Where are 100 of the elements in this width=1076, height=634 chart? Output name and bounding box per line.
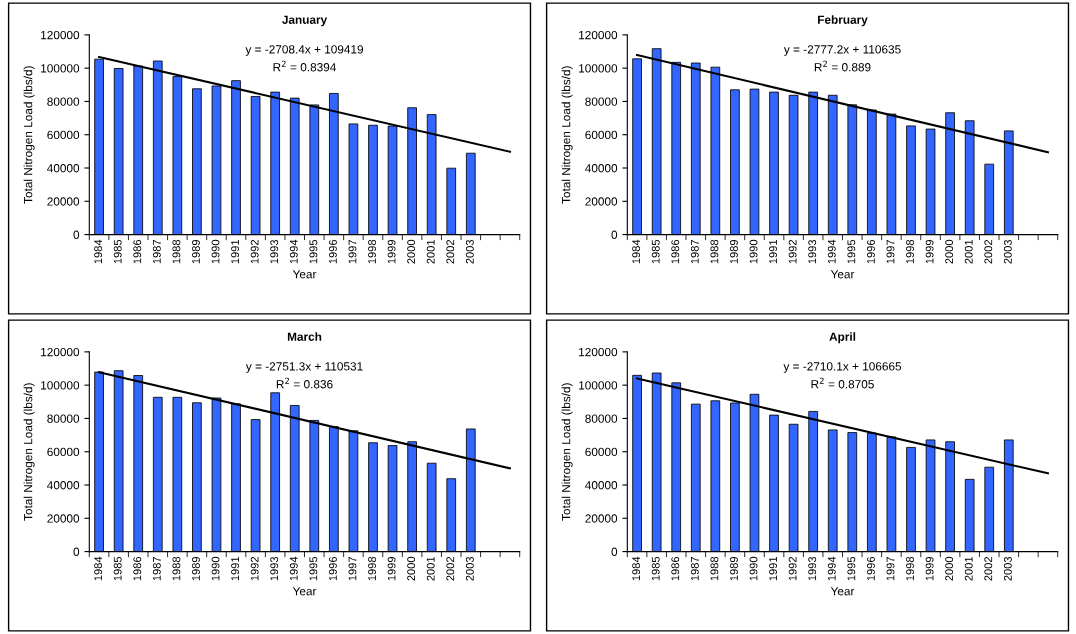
y-axis-title: Total Nitrogen Load (lbs/d) (23, 66, 35, 204)
x-tick-label: 1995 (847, 556, 856, 581)
x-tick-label: 2003 (1003, 556, 1012, 581)
x-tick-label: 1998 (906, 239, 914, 264)
y-tick-label: 60000 (585, 447, 618, 457)
x-tick-label: 1986 (133, 556, 142, 581)
y-tick-label: 80000 (585, 414, 618, 423)
x-tick-label: 1988 (172, 239, 181, 264)
x-tick-label: 1996 (866, 239, 875, 264)
x-tick-label: 1995 (309, 239, 318, 264)
x-tick-label: 1984 (94, 556, 103, 581)
x-tick-label: 1988 (172, 556, 181, 581)
x-tick-label: 1992 (788, 557, 797, 581)
x-tick-label: 1984 (632, 556, 641, 581)
x-tick-label: 1994 (827, 239, 836, 264)
y-tick-label: 120000 (41, 347, 80, 357)
y-tick-label: 120000 (579, 30, 618, 40)
y-tick-label: 40000 (585, 164, 618, 173)
x-tick-label: 1986 (671, 239, 680, 264)
y-tick-label: 0 (73, 230, 80, 239)
y-tick-label: 120000 (579, 347, 618, 357)
x-tick-label: 1999 (925, 556, 934, 581)
x-tick-label: 1993 (270, 556, 279, 581)
x-tick-label: 1996 (866, 556, 875, 581)
x-tick-label: 2003 (465, 239, 474, 264)
annotation: y = -2777.2x + 110635 (783, 45, 901, 56)
x-tick-label: 2001 (964, 239, 973, 264)
y-tick-label: 100000 (41, 381, 80, 390)
x-tick-label: 1990 (749, 556, 758, 581)
annotation: R$^{2}$ = 0.889 (814, 60, 871, 72)
chart-title: March (287, 332, 322, 341)
y-tick-label: 100000 (579, 381, 618, 390)
x-tick-label: 2000 (945, 239, 954, 264)
x-tick-label: 1987 (690, 240, 699, 264)
x-tick-label: 2001 (426, 239, 435, 264)
y-tick-label: 20000 (47, 514, 80, 523)
y-tick-label: 80000 (47, 97, 80, 106)
x-tick-label: 1991 (769, 239, 778, 264)
x-tick-label: 1999 (387, 556, 396, 581)
x-tick-label: 1989 (730, 556, 738, 581)
x-tick-label: 1987 (690, 557, 699, 581)
x-tick-label: 2003 (465, 556, 474, 581)
x-tick-label: 1985 (651, 556, 660, 581)
x-tick-label: 1990 (749, 239, 758, 264)
y-tick-label: 100000 (41, 64, 80, 73)
x-tick-label: 1996 (328, 239, 337, 264)
y-tick-label: 60000 (47, 447, 80, 457)
y-axis-title: Total Nitrogen Load (lbs/d) (561, 383, 573, 521)
x-tick-label: 1998 (906, 556, 914, 581)
chart-title: January (282, 15, 328, 27)
x-tick-label: 1986 (133, 239, 142, 264)
chart-title: April (829, 332, 856, 344)
x-tick-label: 1996 (328, 556, 337, 581)
x-tick-label: 1999 (925, 239, 934, 264)
x-tick-label: 1991 (231, 239, 240, 264)
x-tick-label: 1997 (348, 557, 357, 581)
x-axis-title: Year (292, 587, 317, 596)
y-tick-label: 80000 (47, 414, 80, 423)
x-tick-label: 1991 (231, 556, 240, 581)
annotation: y = -2708.4x + 109419 (245, 45, 364, 56)
x-tick-label: 1997 (348, 240, 357, 264)
annotation: y = -2710.1x + 106665 (783, 362, 902, 373)
chart-title: February (818, 15, 868, 27)
x-tick-label: 1992 (250, 557, 259, 581)
x-tick-label: 2002 (984, 240, 993, 264)
y-axis-title: Total Nitrogen Load (lbs/d) (23, 383, 35, 521)
x-tick-label: 1984 (94, 239, 103, 264)
x-tick-label: 1987 (152, 557, 161, 581)
y-tick-label: 0 (73, 547, 80, 556)
y-tick-label: 20000 (585, 197, 618, 206)
y-tick-label: 20000 (47, 197, 80, 206)
x-tick-label: 1998 (368, 239, 376, 264)
x-tick-label: 1995 (309, 556, 318, 581)
x-tick-label: 1997 (886, 240, 895, 264)
x-axis-title: Year (830, 587, 855, 596)
x-tick-label: 1987 (152, 240, 161, 264)
x-tick-label: 1990 (211, 556, 220, 581)
y-tick-label: 40000 (47, 481, 80, 490)
x-tick-label: 1998 (368, 556, 376, 581)
x-tick-label: 1994 (289, 556, 298, 581)
x-tick-label: 1985 (651, 239, 660, 264)
x-axis-title: Year (292, 270, 317, 279)
x-tick-label: 1984 (632, 239, 641, 264)
x-tick-label: 2001 (964, 556, 973, 581)
y-tick-label: 40000 (585, 481, 618, 490)
x-tick-label: 1989 (730, 239, 738, 264)
x-tick-label: 1990 (211, 239, 220, 264)
y-tick-label: 120000 (41, 30, 80, 40)
x-tick-label: 1985 (113, 239, 122, 264)
y-tick-label: 40000 (47, 164, 80, 173)
annotation: R$^{2}$ = 0.8705 (811, 377, 874, 389)
x-tick-label: 1986 (671, 556, 680, 581)
x-tick-label: 2000 (407, 556, 416, 581)
y-tick-label: 20000 (585, 514, 618, 523)
x-tick-label: 1994 (289, 239, 298, 264)
x-tick-label: 1985 (113, 556, 122, 581)
x-tick-label: 2001 (426, 556, 435, 581)
x-tick-label: 1991 (769, 556, 778, 581)
x-tick-label: 1993 (808, 239, 817, 264)
x-tick-label: 1989 (192, 556, 200, 581)
